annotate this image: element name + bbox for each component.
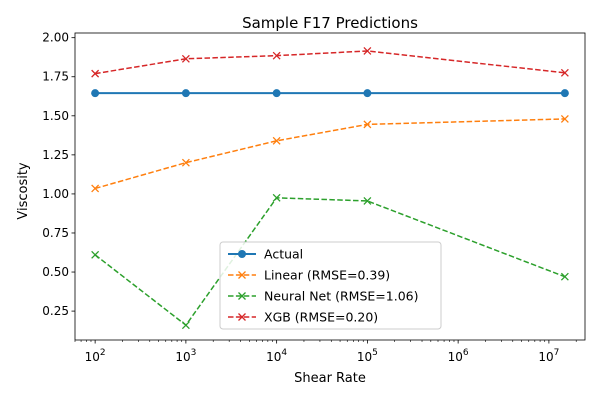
data-point	[560, 272, 569, 281]
data-point	[181, 54, 190, 63]
legend-box	[219, 241, 442, 330]
x-tick-label: 105	[357, 348, 378, 364]
data-point	[91, 250, 100, 259]
legend-label: Neural Net (RMSE=1.06)	[264, 289, 419, 304]
data-point	[363, 196, 372, 205]
plot-area	[74, 32, 586, 341]
legend-marker	[238, 250, 246, 258]
legend-item: Neural Net (RMSE=1.06)	[228, 289, 419, 304]
x-tick-label: 103	[175, 348, 196, 364]
x-tick-label: 104	[266, 348, 287, 364]
x-axis: 102 103 104 105 106 107	[74, 340, 577, 364]
legend-marker	[238, 292, 246, 300]
x-axis-label: Shear Rate	[294, 371, 366, 386]
legend: Actual Linear (RMSE=0.39) Neural Net (RMSE…	[219, 241, 442, 330]
legend-marker	[238, 271, 246, 279]
x-tick-label: 106	[448, 348, 469, 364]
data-point	[272, 89, 281, 98]
y-tick-label: 0.75	[42, 226, 69, 240]
series-1	[91, 114, 569, 193]
data-point	[363, 89, 372, 98]
series-2	[91, 193, 569, 330]
legend-label: Actual	[264, 247, 303, 262]
legend-label: Linear (RMSE=0.39)	[264, 268, 390, 283]
legend-item: Actual	[228, 247, 303, 262]
data-point	[272, 136, 281, 145]
legend-marker	[238, 313, 246, 321]
data-point	[363, 47, 372, 55]
y-tick-label: 0.50	[42, 265, 69, 279]
data-point	[91, 89, 100, 98]
y-tick-label: 1.50	[42, 109, 69, 123]
y-tick-label: 2.00	[42, 31, 69, 45]
series-line	[94, 118, 565, 190]
y-tick-label: 0.25	[42, 304, 69, 318]
y-axis-label: Viscosity	[16, 162, 31, 220]
series-0	[91, 89, 569, 98]
legend-label: XGB (RMSE=0.20)	[264, 310, 378, 325]
data-point	[91, 184, 100, 193]
series-line	[95, 50, 565, 75]
data-point	[181, 89, 190, 98]
x-tick-label: 107	[538, 348, 559, 364]
y-axis: 0.25 0.50 0.75 1.00 1.25 1.50 1.75 2.00	[42, 31, 75, 318]
legend-item: Linear (RMSE=0.39)	[228, 268, 390, 283]
data-point	[272, 51, 281, 60]
y-tick-label: 1.25	[42, 148, 69, 162]
y-tick-label: 1.75	[42, 70, 69, 84]
data-point	[91, 69, 100, 78]
x-tick-label: 102	[85, 348, 106, 364]
legend-item: XGB (RMSE=0.20)	[228, 310, 378, 325]
series-3	[91, 47, 569, 78]
y-tick-label: 1.00	[42, 187, 69, 201]
data-point	[363, 120, 372, 129]
data-point	[181, 158, 190, 167]
data-point	[560, 89, 569, 98]
chart-title: Sample F17 Predictions	[242, 14, 418, 32]
data-point	[560, 68, 569, 77]
data-point	[560, 114, 569, 123]
axes-frame	[74, 32, 586, 341]
data-point	[181, 321, 190, 330]
data-point	[272, 193, 281, 202]
